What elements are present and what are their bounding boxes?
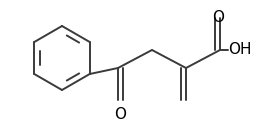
Text: OH: OH — [228, 43, 252, 58]
Text: O: O — [114, 107, 126, 122]
Text: O: O — [212, 10, 224, 25]
